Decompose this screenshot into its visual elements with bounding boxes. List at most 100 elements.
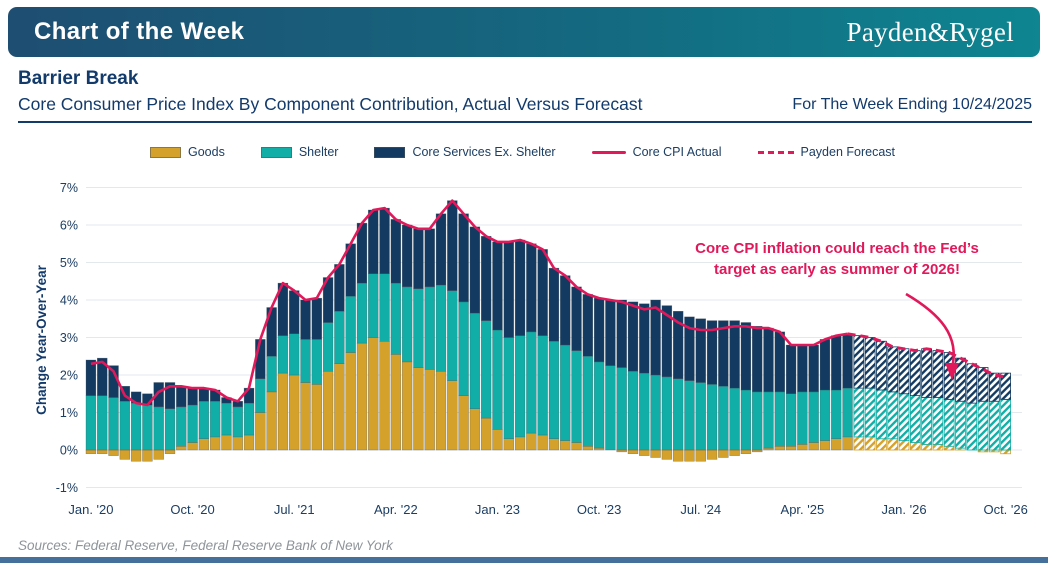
bar-segment-shelter: [774, 391, 785, 447]
actual-line-swatch-icon: [591, 150, 626, 154]
bars-group: [85, 200, 1012, 462]
payden-rygel-logo: Payden&Rygel: [846, 16, 1014, 47]
bar-segment-services: [605, 299, 616, 366]
bar-segment-shelter: [909, 395, 921, 443]
bar-segment-shelter: [447, 290, 458, 381]
bar-segment-services: [989, 372, 1000, 402]
legend-label: Core Services Ex. Shelter: [412, 145, 556, 159]
bar-segment-services: [537, 249, 548, 336]
bar-segment-goods: [130, 449, 142, 462]
y-axis-labels: 7% 6% 5% 4% 3% 2% 1% 0% -1%: [56, 181, 78, 495]
bar-segment-goods: [119, 449, 131, 460]
core-services-swatch-icon: [374, 146, 406, 158]
bar-segment-goods: [526, 432, 537, 451]
bar-segment-goods: [831, 438, 842, 451]
bar-segment-goods: [469, 408, 481, 451]
bar-segment-goods: [774, 446, 785, 451]
bar-segment-shelter: [153, 406, 164, 451]
bar-segment-goods: [718, 449, 729, 458]
bar-segment-services: [153, 382, 164, 408]
bar-segment-services: [492, 241, 503, 331]
bar-segment-goods: [752, 449, 763, 453]
bar-segment-goods: [548, 438, 560, 451]
bar-segment-goods: [187, 442, 198, 451]
bar-segment-goods: [537, 434, 548, 451]
bar-segment-goods: [379, 341, 390, 451]
bar-segment-goods: [763, 447, 774, 451]
title-divider: [18, 121, 1032, 123]
bar-segment-shelter: [243, 402, 255, 436]
x-tick-label: Jan. '20: [68, 502, 113, 517]
chart-legend: Goods Shelter Core Services Ex. Shelter …: [150, 145, 895, 159]
bar-segment-services: [763, 327, 774, 393]
bar-segment-goods: [368, 337, 379, 451]
bar-segment-services: [198, 387, 210, 402]
bar-segment-shelter: [639, 372, 650, 451]
bar-segment-goods: [243, 434, 255, 451]
bar-segment-services: [187, 387, 198, 406]
week-ending-label: For The Week Ending 10/24/2025: [792, 96, 1032, 113]
bar-segment-shelter: [729, 387, 740, 451]
bar-segment-shelter: [943, 398, 955, 447]
bar-segment-goods: [650, 449, 661, 458]
bar-segment-shelter: [752, 391, 763, 451]
y-tick-label: 0%: [60, 444, 78, 458]
bar-segment-shelter: [221, 402, 232, 436]
bar-segment-shelter: [469, 312, 481, 409]
bar-segment-services: [909, 350, 921, 397]
bar-segment-services: [571, 286, 582, 351]
bar-segment-goods: [390, 354, 402, 451]
bar-segment-goods: [492, 429, 503, 451]
bar-segment-shelter: [424, 286, 435, 370]
x-tick-label: Oct. '20: [170, 502, 214, 517]
bar-segment-shelter: [1000, 398, 1012, 451]
annotation-line-1: Core CPI inflation could reach the Fed’s: [695, 240, 979, 257]
bar-segment-shelter: [887, 391, 899, 440]
bar-segment-services: [650, 299, 661, 376]
bar-segment-shelter: [627, 371, 639, 451]
bar-segment-goods: [300, 382, 311, 451]
bar-segment-goods: [797, 444, 808, 451]
bar-segment-goods: [729, 449, 740, 456]
bar-segment-goods: [887, 438, 899, 451]
bar-segment-goods: [819, 440, 831, 451]
bar-segment-goods: [808, 442, 819, 451]
bar-segment-shelter: [526, 331, 537, 434]
bar-segment-shelter: [480, 320, 492, 419]
bar-segment-services: [616, 299, 627, 368]
bar-segment-shelter: [277, 335, 289, 374]
bar-segment-services: [447, 200, 458, 291]
bar-segment-services: [593, 297, 605, 363]
bar-segment-goods: [334, 363, 345, 451]
bar-segment-services: [706, 320, 718, 385]
bar-segment-shelter: [85, 395, 97, 451]
bar-segment-goods: [661, 449, 673, 460]
cpi-stacked-bar-chart: 7% 6% 5% 4% 3% 2% 1% 0% -1% Change Year-Over-Year…: [34, 181, 1028, 517]
bar-segment-goods: [695, 449, 706, 462]
bar-segment-shelter: [266, 356, 277, 393]
bar-segment-shelter: [458, 301, 469, 396]
legend-item-services: Core Services Ex. Shelter: [374, 145, 556, 159]
bar-segment-shelter: [390, 282, 402, 355]
bar-segment-services: [966, 363, 978, 404]
y-tick-label: 5%: [60, 256, 78, 270]
bar-segment-shelter: [955, 400, 966, 449]
x-tick-label: Jul. '24: [680, 502, 721, 517]
bar-segment-shelter: [797, 391, 808, 445]
bar-segment-shelter: [356, 282, 368, 344]
bar-segment-goods: [921, 443, 932, 451]
bar-segment-shelter: [831, 389, 842, 439]
bar-segment-shelter: [164, 408, 176, 451]
y-tick-label: -1%: [56, 481, 78, 495]
y-tick-label: 6%: [60, 219, 78, 233]
bar-segment-services: [582, 294, 594, 357]
bar-segment-services: [176, 386, 187, 408]
header-banner: Chart of the Week Payden&Rygel: [8, 7, 1040, 57]
bar-segment-goods: [1000, 449, 1012, 455]
bar-segment-goods: [435, 371, 447, 451]
bar-segment-shelter: [289, 333, 300, 376]
bar-segment-services: [740, 322, 752, 391]
bar-segment-goods: [706, 449, 718, 460]
bar-segment-services: [876, 340, 887, 391]
payden-forecast-line: [847, 332, 1006, 379]
